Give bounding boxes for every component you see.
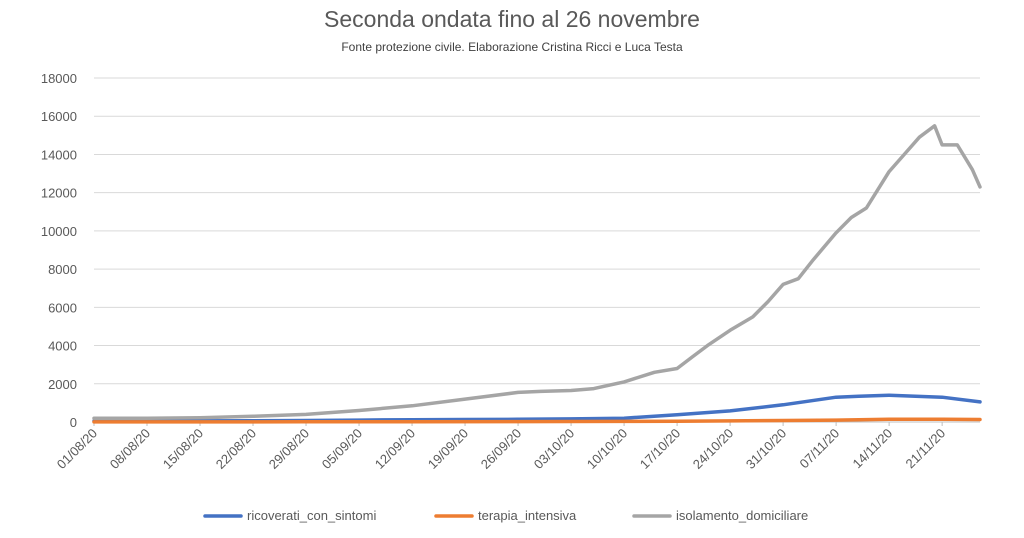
x-tick-label: 24/10/20 [690,426,736,472]
y-tick-label: 4000 [48,339,77,354]
y-tick-label: 12000 [41,186,77,201]
y-tick-label: 18000 [41,71,77,86]
x-tick-label: 08/08/20 [107,426,153,472]
y-tick-label: 6000 [48,300,77,315]
y-tick-label: 8000 [48,262,77,277]
x-tick-label: 17/10/20 [637,426,683,472]
x-tick-label: 12/09/20 [372,426,418,472]
y-tick-label: 14000 [41,147,77,162]
series-line-isolamento_domiciliare [92,124,982,420]
x-tick-label: 07/11/20 [797,426,843,472]
y-tick-label: 2000 [48,377,77,392]
x-tick-label: 22/08/20 [213,426,259,472]
y-tick-label: 10000 [41,224,77,239]
x-tick-label: 26/09/20 [478,426,524,472]
x-tick-label: 03/10/20 [531,426,577,472]
chart-title: Seconda ondata fino al 26 novembre [324,6,700,32]
x-tick-label: 15/08/20 [160,426,206,472]
legend-label: terapia_intensiva [478,508,577,523]
series-line-terapia_intensiva [92,417,982,424]
x-tick-label: 19/09/20 [425,426,471,472]
x-tick-label: 10/10/20 [584,426,630,472]
legend-label: isolamento_domiciliare [676,508,808,523]
x-tick-label: 29/08/20 [266,426,312,472]
legend-label: ricoverati_con_sintomi [247,508,376,523]
x-tick-label: 31/10/20 [743,426,789,472]
chart-subtitle: Fonte protezione civile. Elaborazione Cr… [341,40,683,54]
x-tick-label: 05/09/20 [319,426,365,472]
y-tick-label: 0 [70,415,77,430]
y-tick-label: 16000 [41,109,77,124]
x-tick-label: 14/11/20 [850,426,896,472]
x-tick-label: 01/08/20 [54,426,100,472]
x-tick-label: 21/11/20 [903,426,949,472]
